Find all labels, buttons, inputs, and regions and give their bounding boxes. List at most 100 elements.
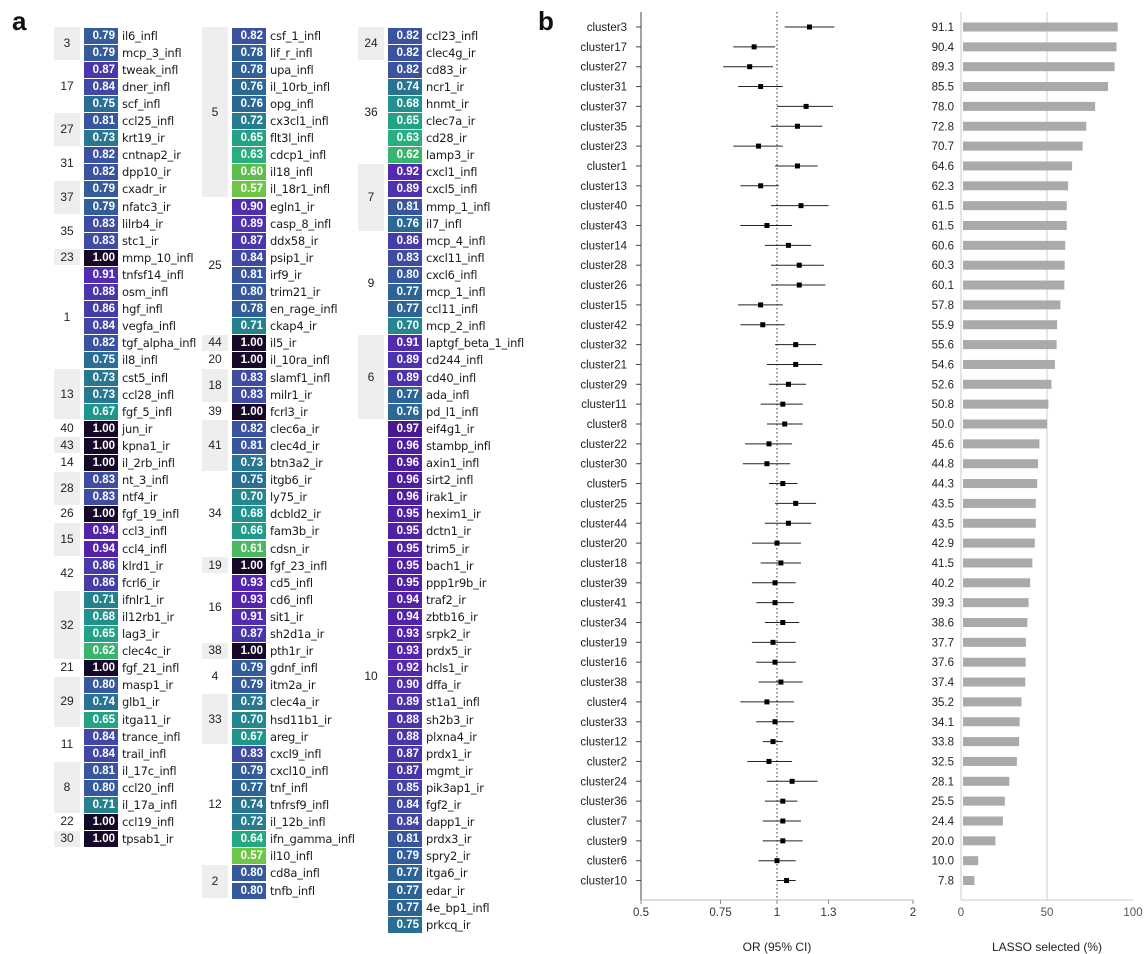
correlation-value: 0.65 [84, 711, 118, 728]
lasso-bar [963, 280, 1065, 290]
cluster-label: cluster18 [580, 558, 627, 570]
cluster-id-label: 41 [208, 437, 222, 452]
heatmap-row: 0.79 mcp_3_infl [84, 44, 182, 61]
heatmap-row: 1.00 fgf_23_infl [232, 557, 327, 574]
cluster-group-bg [202, 642, 228, 659]
cluster-id-label: 2 [211, 874, 219, 888]
correlation-value: 0.62 [388, 147, 422, 164]
protein-label: il18_infl [270, 165, 313, 180]
heatmap-row: 0.79 cxcl10_infl [232, 762, 329, 779]
cluster-id-label: 14 [60, 455, 74, 470]
heatmap-row: 0.62 clec4c_ir [84, 643, 171, 660]
cluster-group-bg [54, 522, 80, 557]
lasso-bar [963, 518, 1036, 528]
heatmap-row: 0.84 fgf2_ir [388, 797, 461, 814]
correlation-value: 0.68 [232, 506, 266, 523]
heatmap-row: 0.77 mcp_1_infl [388, 284, 486, 301]
protein-label: il_17a_infl [122, 798, 178, 812]
heatmap-row: 0.89 casp_8_infl [232, 215, 331, 232]
heatmap-row: 0.60 il18_infl [232, 164, 313, 181]
heatmap-row: 0.95 ppp1r9b_ir [388, 574, 486, 591]
protein-label: cd40_infl [426, 370, 476, 385]
cluster-id-label: 21 [60, 660, 74, 675]
heatmap-row: 1.00 kpna1_ir [84, 437, 170, 454]
bar-value-label: 7.8 [938, 876, 954, 888]
protein-label: lif_r_infl [270, 45, 313, 60]
heatmap-row: 0.68 il12rb1_ir [84, 608, 174, 625]
heatmap-row: 0.73 ccl28_infl [84, 386, 174, 403]
heatmap-row: 0.77 4e_bp1_infl [388, 899, 490, 916]
heatmap-row: 0.77 edar_ir [388, 882, 465, 899]
heatmap-row: 1.00 mmp_10_infl [84, 249, 194, 266]
protein-label: jun_ir [122, 421, 153, 436]
bar-value-label: 50.8 [932, 399, 954, 411]
lasso-bar [963, 756, 1017, 766]
protein-label: krt19_ir [122, 131, 165, 146]
bar-value-label: 85.5 [932, 82, 954, 94]
correlation-value: 1.00 [232, 335, 266, 352]
cluster-id-label: 44 [208, 335, 222, 350]
lasso-bar [963, 796, 1005, 806]
heatmap-row: 0.95 bach1_ir [388, 557, 474, 574]
cluster-label: cluster32 [580, 340, 627, 352]
bar-x-tick-label: 50 [1041, 907, 1054, 919]
protein-label: ly75_ir [270, 490, 307, 505]
lasso-bar [963, 379, 1052, 389]
correlation-value: 0.94 [84, 523, 118, 540]
correlation-value: 1.00 [232, 403, 266, 420]
heatmap-row: 0.83 nt_3_infl [84, 472, 169, 489]
bar-value-label: 50.0 [932, 419, 954, 431]
lasso-bar [963, 62, 1115, 72]
cluster-label: cluster39 [580, 578, 627, 590]
correlation-value: 0.86 [84, 557, 118, 574]
correlation-value: 0.83 [232, 745, 266, 762]
protein-label: dapp1_ir [426, 815, 475, 830]
cluster-group-bg [54, 471, 80, 505]
bar-value-label: 61.5 [932, 201, 954, 213]
correlation-value: 1.00 [84, 831, 118, 848]
correlation-value: 0.88 [388, 711, 422, 728]
protein-label: il_10rb_infl [270, 79, 330, 94]
correlation-value: 0.81 [232, 266, 266, 283]
heatmap-row: 1.00 jun_ir [84, 420, 152, 437]
correlation-value: 0.65 [388, 113, 422, 129]
heatmap-row: 0.80 cxcl6_infl [388, 266, 477, 283]
protein-label: dctn1_ir [426, 524, 471, 539]
protein-label: spry2_ir [426, 849, 471, 864]
heatmap-row: 0.84 dapp1_ir [388, 814, 475, 831]
or-point [793, 361, 799, 367]
lasso-bar [963, 677, 1026, 687]
protein-label: sh2d1a_ir [270, 627, 325, 641]
heatmap-row: 0.79 il6_infl [84, 27, 158, 44]
protein-label: mmp_1_infl [426, 199, 491, 214]
protein-label: cd6_infl [270, 592, 313, 607]
lasso-bar [963, 320, 1058, 330]
heatmap-row: 0.78 upa_infl [232, 61, 314, 78]
heatmap-row: 0.94 zbtb16_ir [388, 608, 478, 625]
protein-label: lag3_ir [122, 627, 160, 641]
cluster-label: cluster42 [580, 320, 627, 332]
heatmap-row: 0.78 lif_r_infl [232, 44, 313, 61]
cluster-group-bg [54, 215, 80, 249]
bar-value-label: 60.1 [932, 280, 954, 292]
correlation-value: 0.64 [232, 831, 266, 848]
protein-label: clec7a_ir [426, 114, 476, 128]
correlation-value: 0.73 [232, 694, 266, 711]
correlation-value: 0.80 [232, 284, 266, 300]
cluster-group-bg [202, 351, 228, 368]
heatmap-row: 0.85 pik3ap1_ir [388, 779, 484, 796]
correlation-value: 0.76 [232, 78, 266, 95]
heatmap-row: 0.82 cntnap2_ir [84, 147, 181, 164]
bar-value-label: 42.9 [932, 538, 954, 550]
or-point [794, 123, 800, 129]
heatmap-row: 0.81 irf9_ir [232, 266, 302, 283]
heatmap-row: 0.90 egln1_ir [232, 198, 314, 215]
protein-label: ddx58_ir [270, 233, 319, 248]
or-point [772, 600, 778, 606]
panel-a-label: a [12, 6, 27, 36]
correlation-value: 0.79 [232, 762, 266, 779]
heatmap-row: 0.94 traf2_ir [388, 591, 466, 608]
protein-label: il6_infl [122, 28, 158, 43]
heatmap-row: 0.86 hgf_infl [84, 301, 163, 318]
protein-label: itga11_ir [122, 712, 171, 727]
